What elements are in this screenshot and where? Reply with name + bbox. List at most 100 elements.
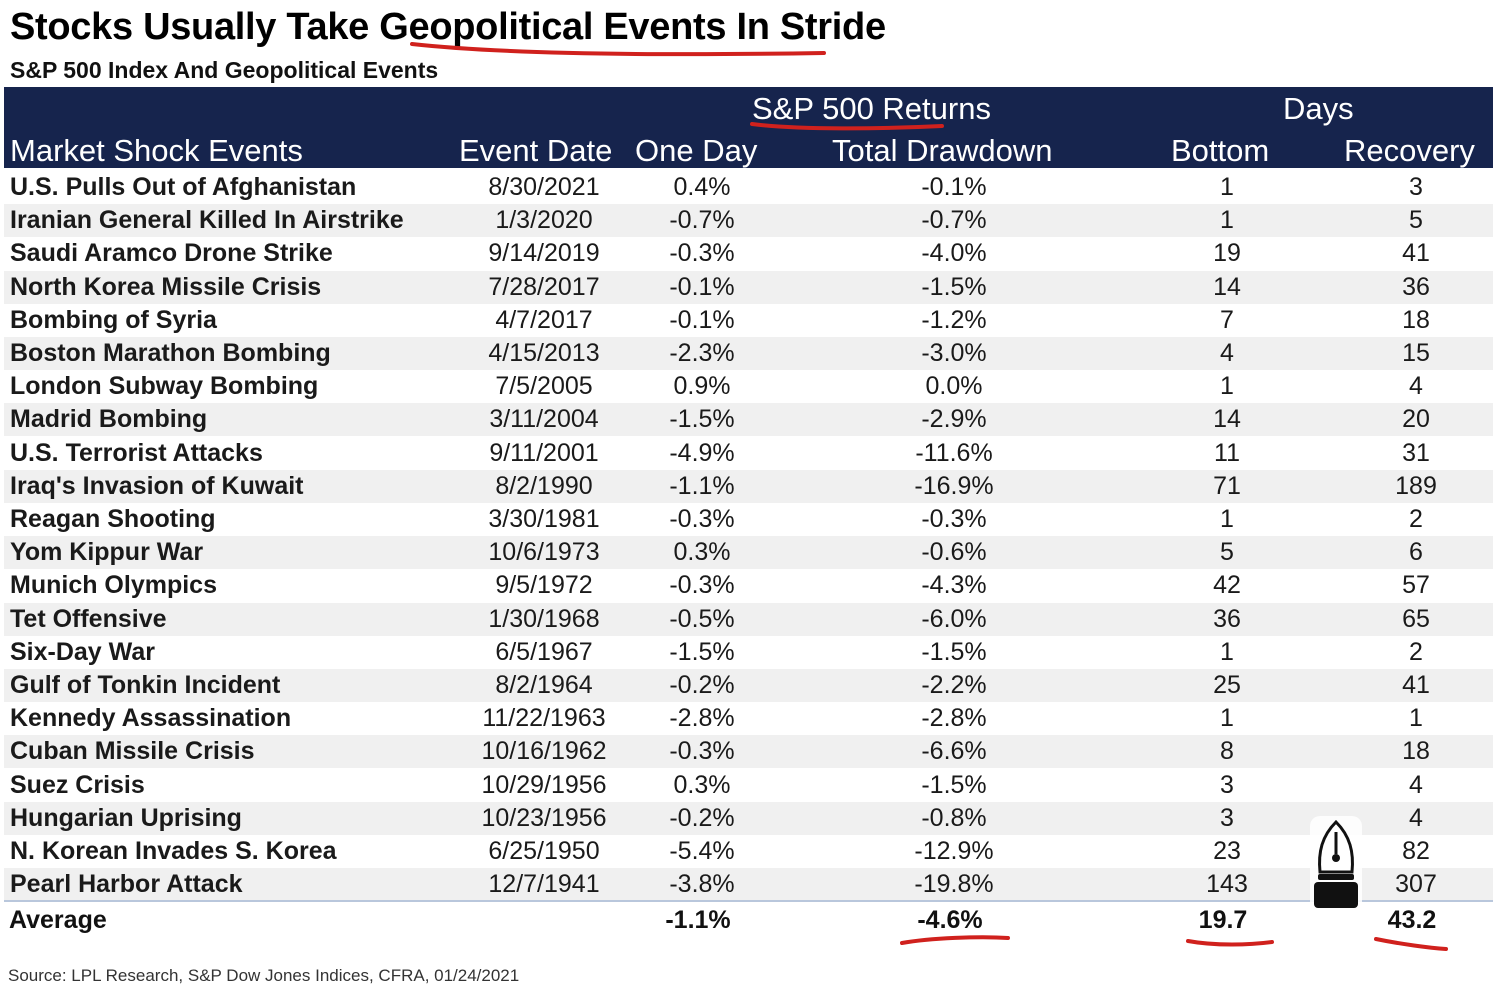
fountain-pen-icon bbox=[1310, 816, 1362, 912]
cell-event: Saudi Aramco Drone Strike bbox=[10, 239, 333, 268]
cell-days-bottom: 11 bbox=[1214, 438, 1240, 467]
cell-event: Six-Day War bbox=[10, 637, 155, 666]
cell-days-bottom: 7 bbox=[1220, 305, 1234, 334]
cell-one-day: 0.4% bbox=[673, 173, 731, 201]
table-header-band bbox=[4, 87, 1493, 168]
cell-days-bottom: 23 bbox=[1213, 837, 1241, 865]
cell-days-bottom: 36 bbox=[1213, 604, 1241, 633]
table-row: Bombing of Syria 4/7/2017 -0.1% -1.2% 7 18 bbox=[4, 304, 1493, 337]
cell-days-recovery: 15 bbox=[1402, 339, 1430, 367]
cell-days-bottom: 19 bbox=[1213, 239, 1241, 268]
table-row: Gulf of Tonkin Incident 8/2/1964 -0.2% -2.2… bbox=[4, 669, 1493, 702]
cell-one-day: -0.3% bbox=[669, 505, 735, 533]
cell-event-date: 8/2/1990 bbox=[495, 471, 593, 500]
cell-days-recovery: 4 bbox=[1409, 372, 1423, 401]
cell-total-drawdown: -2.2% bbox=[921, 671, 987, 699]
chart-title: Stocks Usually Take Geopolitical Events … bbox=[10, 6, 886, 48]
column-header-drawdown: Total Drawdown bbox=[832, 133, 1053, 168]
cell-event-date: 11/22/1963 bbox=[482, 704, 606, 733]
cell-total-drawdown: -19.8% bbox=[914, 870, 994, 899]
column-header-date: Event Date bbox=[459, 133, 613, 168]
table-row: Iranian General Killed In Airstrike 1/3/2… bbox=[4, 204, 1493, 238]
cell-event-date: 8/2/1964 bbox=[495, 671, 593, 699]
cell-total-drawdown: -6.6% bbox=[921, 737, 987, 766]
source-note: Source: LPL Research, S&P Dow Jones Indi… bbox=[8, 966, 520, 985]
cell-event: Kennedy Assassination bbox=[10, 704, 292, 733]
table-row: Pearl Harbor Attack 12/7/1941 -3.8% -19.8% 1… bbox=[4, 868, 1493, 902]
cell-event-date: 4/15/2013 bbox=[488, 339, 600, 367]
cell-one-day: 0.3% bbox=[673, 770, 731, 799]
cell-event-date: 10/23/1956 bbox=[481, 803, 607, 832]
cell-total-drawdown: -0.6% bbox=[921, 538, 987, 567]
cell-total-drawdown: -0.8% bbox=[921, 803, 987, 832]
column-header-event: Market Shock Events bbox=[10, 133, 303, 168]
cell-total-drawdown: -0.7% bbox=[921, 206, 987, 235]
cell-event-date: 4/7/2017 bbox=[495, 305, 593, 334]
cell-one-day: -0.3% bbox=[669, 239, 735, 268]
table-row: U.S. Terrorist Attacks 9/11/2001 -4.9% -11.… bbox=[4, 437, 1493, 470]
group-header-returns: S&P 500 Returns bbox=[752, 91, 991, 126]
cell-event-date: 8/30/2021 bbox=[488, 173, 600, 201]
cell-days-bottom: 1 bbox=[1220, 173, 1234, 201]
cell-event-date: 9/5/1972 bbox=[495, 571, 593, 600]
cell-one-day: -2.8% bbox=[669, 704, 735, 733]
cell-one-day: 0.9% bbox=[673, 372, 731, 401]
cell-one-day: -1.1% bbox=[669, 471, 735, 500]
cell-days-recovery: 5 bbox=[1409, 206, 1423, 235]
cell-event: Madrid Bombing bbox=[10, 405, 208, 434]
cell-event-date: 3/30/1981 bbox=[488, 505, 600, 533]
table-row: Tet Offensive 1/30/1968 -0.5% -6.0% 36 65 bbox=[4, 602, 1493, 636]
table-row: Yom Kippur War 10/6/1973 0.3% -0.6% 5 6 bbox=[4, 536, 1493, 570]
table-row: N. Korean Invades S. Korea 6/25/1950 -5.4%… bbox=[4, 835, 1493, 868]
table-row: U.S. Pulls Out of Afghanistan 8/30/2021 0.… bbox=[4, 171, 1493, 204]
underline-average-drawdown bbox=[900, 935, 1010, 945]
cell-total-drawdown: -2.8% bbox=[921, 704, 987, 733]
cell-days-bottom: 8 bbox=[1220, 737, 1234, 766]
cell-days-bottom: 3 bbox=[1220, 770, 1234, 799]
cell-days-recovery: 189 bbox=[1395, 471, 1437, 500]
cell-one-day: -0.2% bbox=[669, 803, 735, 832]
cell-one-day: 0.3% bbox=[673, 538, 731, 567]
cell-event: Munich Olympics bbox=[10, 571, 217, 600]
cell-total-drawdown: -2.9% bbox=[921, 405, 987, 434]
cell-days-bottom: 5 bbox=[1220, 538, 1234, 567]
table-row: Boston Marathon Bombing 4/15/2013 -2.3% -3.… bbox=[4, 337, 1493, 370]
cell-total-drawdown: -16.9% bbox=[914, 471, 994, 500]
table-row: Munich Olympics 9/5/1972 -0.3% -4.3% 42 57 bbox=[4, 569, 1493, 602]
table-row: Hungarian Uprising 10/23/1956 -0.2% -0.8% 3 4 bbox=[4, 801, 1493, 835]
cell-total-drawdown: -6.0% bbox=[921, 604, 987, 633]
cell-event: Gulf of Tonkin Incident bbox=[10, 671, 281, 699]
underline-average-recovery bbox=[1374, 937, 1448, 951]
table-row: Cuban Missile Crisis 10/16/1962 -0.3% -6.6%… bbox=[4, 735, 1493, 769]
cell-days-bottom: 1 bbox=[1220, 637, 1234, 666]
cell-days-bottom: 4 bbox=[1220, 339, 1234, 367]
cell-days-bottom: 1 bbox=[1220, 505, 1234, 533]
cell-event-date: 7/28/2017 bbox=[488, 272, 600, 301]
cell-total-drawdown: -1.5% bbox=[921, 770, 987, 799]
cell-one-day: -0.3% bbox=[669, 737, 735, 766]
cell-days-recovery: 18 bbox=[1402, 305, 1430, 334]
cell-event-date: 7/5/2005 bbox=[495, 372, 593, 401]
cell-days-recovery: 36 bbox=[1402, 272, 1430, 301]
cell-event-date: 6/25/1950 bbox=[488, 837, 600, 865]
cell-event: North Korea Missile Crisis bbox=[10, 272, 322, 301]
cell-days-bottom: 3 bbox=[1220, 803, 1234, 832]
cell-days-recovery: 6 bbox=[1409, 538, 1423, 567]
cell-event: N. Korean Invades S. Korea bbox=[10, 837, 337, 865]
cell-event: Iranian General Killed In Airstrike bbox=[10, 206, 404, 235]
cell-days-bottom: 42 bbox=[1213, 571, 1241, 600]
cell-total-drawdown: -12.9% bbox=[914, 837, 994, 865]
cell-days-bottom: 1 bbox=[1220, 372, 1234, 401]
cell-event: Reagan Shooting bbox=[10, 505, 216, 533]
cell-total-drawdown: -4.3% bbox=[921, 571, 987, 600]
cell-days-recovery: 3 bbox=[1409, 173, 1423, 201]
cell-days-bottom: 71 bbox=[1213, 471, 1241, 500]
cell-event-date: 3/11/2004 bbox=[489, 405, 599, 434]
average-bottom: 19.7 bbox=[1198, 906, 1248, 934]
table-row: London Subway Bombing 7/5/2005 0.9% 0.0% 1 4 bbox=[4, 370, 1493, 403]
average-divider bbox=[4, 900, 1493, 902]
cell-days-recovery: 41 bbox=[1402, 239, 1430, 268]
cell-total-drawdown: 0.0% bbox=[925, 372, 983, 401]
average-recovery: 43.2 bbox=[1387, 906, 1437, 934]
cell-event: Tet Offensive bbox=[10, 604, 167, 633]
